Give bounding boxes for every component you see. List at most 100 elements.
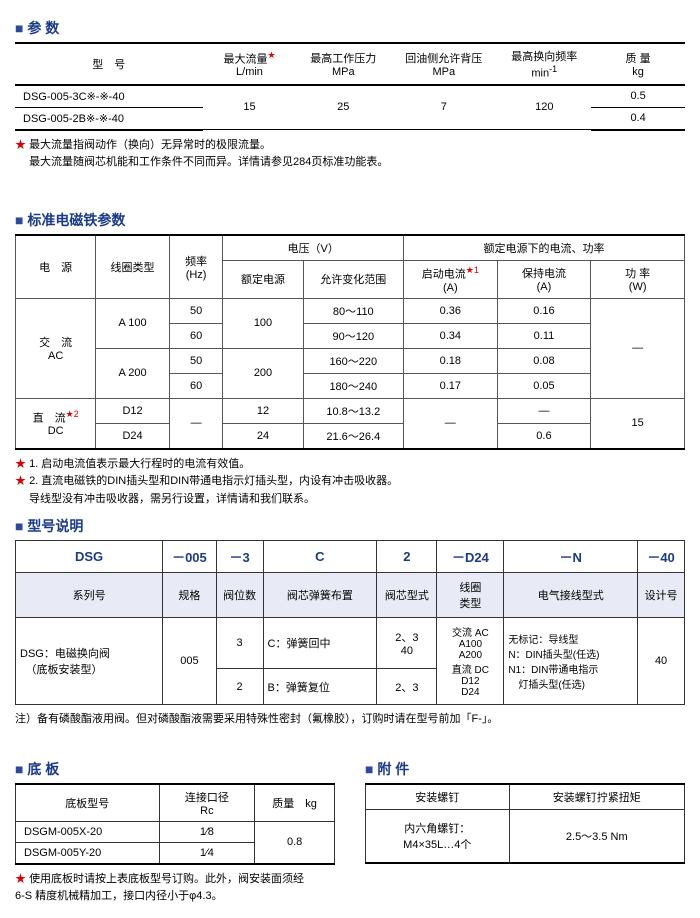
txt: 保持电流	[522, 268, 566, 280]
section-subplate-title: 底 板	[15, 759, 335, 779]
col-max-flow: 最大流量★ L/min	[203, 43, 297, 85]
unit: MPa	[332, 66, 355, 78]
cell: 0.05	[497, 373, 591, 398]
cell: 2	[377, 541, 437, 573]
cell: －N	[504, 541, 638, 573]
cell: DSG-005-2B※-※-40	[15, 107, 203, 130]
cell: 7	[390, 85, 497, 130]
accessories-table: 安装螺钉 安装螺钉拧紧扭矩 内六角螺钉： M4×35L…4个 2.5～3.5 N…	[365, 783, 685, 864]
subplate-note: ★ 使用底板时请按上表底板型号订购。此外，阀安装面须经 6-S 精度机械精加工，…	[15, 871, 335, 906]
cell: 50	[169, 298, 223, 323]
model-note: 注）备有磷酸酯液用阀。但对磷酸酯液需要采用特殊性密封（氟橡胶），订购时请在型号前…	[15, 711, 685, 729]
solenoid-note: ★ 1. 启动电流值表示最大行程时的电流有效值。 ★ 2. 直流电磁铁的DIN插…	[15, 456, 685, 509]
cell: 2、3	[377, 669, 437, 705]
note-line: 2. 直流电磁铁的DIN插头型和DIN带通电指示灯插头型，内设有冲击吸收器。	[29, 475, 398, 487]
cell: 80～110	[303, 298, 403, 323]
unit: L/min	[236, 66, 263, 78]
cell: 160～220	[303, 348, 403, 373]
cell: 60	[169, 323, 223, 348]
unit: min	[531, 68, 549, 80]
cell: D12	[96, 398, 170, 423]
cell: 005	[163, 618, 217, 705]
cell: 2.5～3.5 Nm	[509, 809, 684, 863]
txt: 最大流量	[223, 53, 267, 65]
cell: D24	[96, 423, 170, 449]
cell: 0.08	[497, 348, 591, 373]
cell: 0.16	[497, 298, 591, 323]
cell: 0.6	[497, 423, 591, 449]
cell: 线圈 类型	[437, 573, 504, 618]
cell: 12	[223, 398, 303, 423]
cell: 设计号	[638, 573, 685, 618]
col-mass: 质量 kg	[255, 784, 335, 822]
cell: 60	[169, 373, 223, 398]
cell: DSG：电磁换向阀 （底板安装型）	[16, 618, 163, 705]
cell: DSGM-005X-20	[16, 821, 160, 842]
star-icon: ★	[15, 139, 29, 151]
cell: A 100	[96, 298, 170, 348]
unit: (A)	[537, 281, 552, 293]
note-line: 最大流量指阀动作（换向）无异常时的极限流量。	[29, 139, 271, 151]
cell: 阀芯型式	[377, 573, 437, 618]
params-note: ★ 最大流量指阀动作（换向）无异常时的极限流量。 最大流量随阀芯机能和工作条件不…	[15, 137, 685, 172]
solenoid-table: 电 源 线圈类型 频率(Hz) 电压（V） 额定电源下的电流、功率 额定电源 允…	[15, 234, 685, 450]
col-voltage: 电压（V）	[223, 235, 404, 261]
cell: DSGM-005Y-20	[16, 842, 160, 864]
col-power: 电 源	[16, 235, 96, 298]
star-icon: ★	[15, 475, 29, 487]
cell: —	[169, 398, 223, 449]
col-port: 连接口径 Rc	[159, 784, 255, 822]
cell: 3	[216, 618, 263, 669]
txt: 质 量	[626, 53, 651, 65]
cell: 0.5	[591, 85, 685, 108]
col-max-pressure: 最高工作压力MPa	[296, 43, 390, 85]
cell: 无标记：导线型 N：DIN插头型(任选) N1：DIN带通电指示 灯插头型(任选…	[504, 618, 638, 705]
cell: 1⁄8	[159, 821, 255, 842]
txt: AC	[48, 350, 63, 362]
section-model-title: 型号说明	[15, 516, 685, 536]
cell: 50	[169, 348, 223, 373]
col-coil: 线圈类型	[96, 235, 170, 298]
cell: 2、3 40	[377, 618, 437, 669]
cell: 阀芯弹簧布置	[263, 573, 377, 618]
col-mass: 质 量kg	[591, 43, 685, 85]
sup: -1	[549, 64, 557, 74]
cell: A 200	[96, 348, 170, 398]
cell: —	[403, 398, 497, 449]
col-model: 型 号	[15, 43, 203, 85]
txt: 直 流	[33, 412, 66, 424]
cell-dc: 直 流★2DC	[16, 398, 96, 449]
col-current-power: 额定电源下的电流、功率	[403, 235, 684, 261]
cell: C	[263, 541, 377, 573]
cell: 21.6～26.4	[303, 423, 403, 449]
table-row: DSGM-005X-20 1⁄8 0.8	[16, 821, 335, 842]
col-back-pressure: 回油侧允许背压MPa	[390, 43, 497, 85]
params-table: 型 号 最大流量★L/min 最高工作压力MPa 回油侧允许背压MPa 最高换向…	[15, 42, 685, 131]
table-row: 内六角螺钉： M4×35L…4个 2.5～3.5 Nm	[366, 809, 685, 863]
subplate-block: 底 板 底板型号 连接口径 Rc 质量 kg DSGM-005X-20 1⁄8 …	[15, 751, 335, 908]
cell: —	[591, 298, 685, 398]
cell: 0.4	[591, 107, 685, 130]
cell: 90～120	[303, 323, 403, 348]
col-start: 启动电流★1(A)	[403, 260, 497, 298]
note-line: 1. 启动电流值表示最大行程时的电流有效值。	[29, 458, 250, 470]
section-params-title: 参 数	[15, 18, 685, 38]
label-row: 系列号 规格 阀位数 阀芯弹簧布置 阀芯型式 线圈 类型 电气接线型式 设计号	[16, 573, 685, 618]
cell: DSG-005-3C※-※-40	[15, 85, 203, 108]
table-row: DSG-005-3C※-※-40 15 25 7 120 0.5	[15, 85, 685, 108]
cell: 0.17	[403, 373, 497, 398]
star: ★1	[466, 265, 479, 275]
cell: 1⁄4	[159, 842, 255, 864]
txt: 交 流	[39, 337, 72, 349]
value-row: DSG：电磁换向阀 （底板安装型） 005 3 C：弹簧回中 2、3 40 交流…	[16, 618, 685, 669]
unit: MPa	[432, 66, 455, 78]
model-table: DSG －005 －3 C 2 －D24 －N －40 系列号 规格 阀位数 阀…	[15, 540, 685, 705]
cell-ac: 交 流AC	[16, 298, 96, 398]
star: ★	[267, 50, 275, 60]
col-bolt: 安装螺钉	[366, 784, 510, 810]
col-range: 允许变化范围	[303, 260, 403, 298]
table-row: 直 流★2DC D12 — 12 10.8～13.2 — — 15	[16, 398, 685, 423]
col-hold: 保持电流(A)	[497, 260, 591, 298]
txt: DC	[48, 425, 64, 437]
cell: －3	[216, 541, 263, 573]
